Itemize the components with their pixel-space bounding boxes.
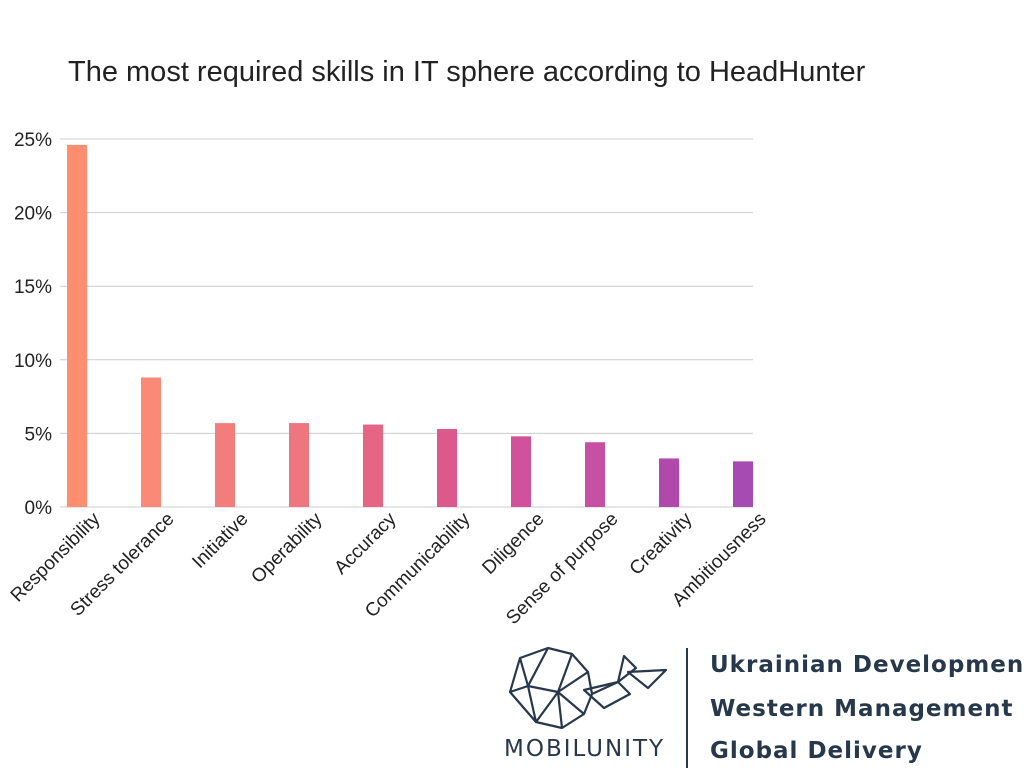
bar [141, 377, 161, 507]
bars [67, 144, 753, 507]
chart-title: The most required skills in IT sphere ac… [68, 56, 866, 88]
y-tick-label: 15% [14, 277, 52, 298]
x-category-label: Creativity [626, 508, 697, 579]
logo-wordmark: MOBILUNITY [504, 736, 666, 762]
logo-divider [686, 648, 688, 768]
whale-icon [508, 646, 668, 730]
bar [437, 428, 457, 507]
tagline-western-management: Western Management [710, 696, 1014, 722]
bar [511, 436, 531, 507]
x-category-label: Operability [247, 508, 326, 587]
bar [67, 144, 87, 507]
y-tick-label: 20% [14, 204, 52, 225]
x-category-label: Initiative [188, 509, 252, 573]
bar [215, 423, 235, 507]
y-tick-label: 25% [14, 130, 52, 151]
gridlines [60, 138, 753, 508]
y-tick-label: 0% [25, 498, 53, 519]
x-category-label: Diligence [478, 509, 548, 579]
x-category-label: Accuracy [330, 508, 400, 578]
tagline-global-delivery: Global Delivery [710, 738, 923, 764]
mobilunity-logo: MOBILUNITY Ukrainian Development Western… [500, 640, 1024, 768]
bar [585, 442, 605, 507]
bar [733, 461, 753, 507]
bar [659, 458, 679, 507]
bar [289, 423, 309, 507]
tagline-ukrainian-development: Ukrainian Development [710, 652, 1024, 678]
y-axis-tick-labels: 0% 5% 10% 15% 20% 25% [14, 130, 52, 519]
y-tick-label: 10% [14, 351, 52, 372]
y-tick-label: 5% [25, 424, 53, 445]
bar [363, 424, 383, 507]
